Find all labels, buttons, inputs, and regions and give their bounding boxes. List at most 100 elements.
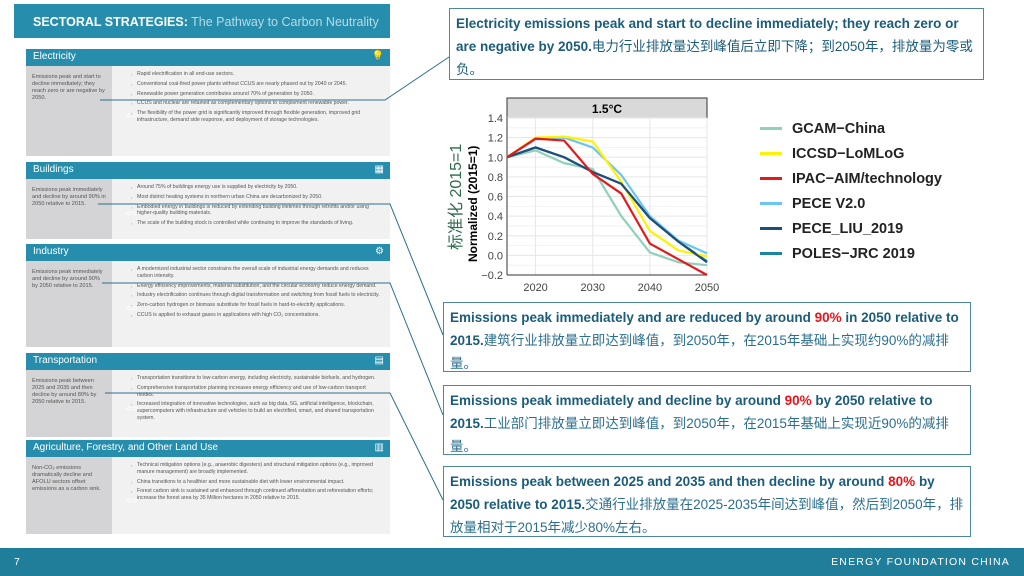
legend-swatch (760, 202, 782, 205)
callout-en2: by 2050 relative to 2015. (450, 393, 933, 431)
bullet: Transportation transitions to low-carbon… (131, 375, 380, 382)
sector-1: Buildings ▦ Emissions peak immediately an… (26, 162, 390, 239)
legend-item: IPAC−AIM/technology (760, 166, 942, 191)
xtick-label: 2040 (638, 282, 662, 294)
bullet: Forest carbon sink is sustained and enha… (131, 488, 380, 502)
sector-bullets: Around 75% of buildings energy use is su… (112, 179, 390, 239)
bullet: Technical mitigation options (e.g., anae… (131, 462, 380, 476)
legend-item: GCAM−China (760, 116, 942, 141)
ylabel-cn: 标准化 2015=1 (448, 143, 465, 250)
ytick-label: 0.6 (488, 192, 503, 204)
legend-label: PECE V2.0 (792, 195, 866, 212)
callout-en2: by 2050 relative to 2015. (450, 474, 935, 512)
header-subtitle: The Pathway to Carbon Neutrality (187, 15, 379, 29)
legend-item: PECE V2.0 (760, 191, 942, 216)
legend-swatch (760, 227, 782, 230)
legend-swatch (760, 252, 782, 255)
sector-4: Agriculture, Forestry, and Other Land Us… (26, 440, 390, 534)
building-icon: ▦ (374, 164, 384, 175)
bullet: Renewable power generation contributes a… (131, 91, 380, 98)
bullet: CCUS and nuclear are retained as complem… (131, 100, 380, 107)
sector-bullets: Transportation transitions to low-carbon… (112, 370, 390, 437)
sector-title: Transportation (33, 355, 98, 366)
legend-swatch (760, 177, 782, 180)
series-line-pece-liu-2019 (506, 146, 708, 264)
bullet: Conventional coal-fired power plants wit… (131, 81, 380, 88)
series-line-poles-jrc-2019 (506, 146, 708, 263)
connector-buildings (98, 203, 444, 336)
bullet: Rapid electrification in all end-use sec… (131, 71, 380, 78)
callout-en2: in 2050 relative to 2015. (450, 310, 959, 348)
bullet: China transitions to a healthier and mor… (131, 479, 380, 486)
callout-en: Emissions peak between 2025 and 2035 and… (450, 474, 889, 489)
bullet: Most district heating systems in norther… (131, 194, 380, 201)
sector-title: Agriculture, Forestry, and Other Land Us… (33, 442, 218, 453)
callout-en: Emissions peak immediately and decline b… (450, 393, 785, 408)
bullet: Increased integration of innovative tech… (131, 401, 380, 421)
bullet: The flexibility of the power grid is sig… (131, 110, 380, 124)
sector-0: Electricity 💡 Emissions peak and start to… (26, 49, 390, 156)
legend-label: GCAM−China (792, 120, 886, 137)
sector-summary: Emissions peak immediately and decline b… (26, 261, 112, 347)
series-line-ipac-aim-technology (506, 137, 708, 276)
legend-label: PECE_LIU_2019 (792, 220, 904, 237)
legend-label: IPAC−AIM/technology (792, 170, 942, 187)
bullet: Energy efficiency improvements, material… (131, 283, 380, 290)
xtick-label: 2050 (695, 282, 719, 294)
callout-cn: 工业部门排放量立即达到峰值，到2050年，在2015年基础上实现近90%的减排量… (450, 416, 949, 454)
xtick-label: 2030 (580, 282, 604, 294)
factory-icon: ⚙ (375, 246, 384, 257)
callout-en: Emissions peak immediately and are reduc… (450, 310, 815, 325)
ytick-label: 0.0 (488, 250, 503, 262)
series-line-gcam-china (506, 149, 708, 267)
bullet: CCUS is applied to exhaust gases in appl… (131, 312, 380, 319)
legend-label: ICCSD−LoMLoG (792, 145, 905, 162)
ytick-label: 1.4 (488, 113, 503, 125)
callout-cn: 交通行业排放量在2025-2035年间达到峰值，然后到2050年，排放量相对于2… (450, 497, 964, 535)
series-line-iccsd-lomlog (506, 135, 708, 258)
connector-industry (102, 282, 444, 416)
callout-pct: 90% (784, 393, 812, 408)
ytick-label: 1.0 (488, 152, 503, 164)
page-number: 7 (14, 556, 20, 568)
sector-summary: Emissions peak immediately and decline b… (26, 179, 112, 239)
vehicle-icon: ▤ (374, 355, 384, 366)
sector-title: Industry (33, 246, 69, 257)
chart-legend: GCAM−China ICCSD−LoMLoG IPAC−AIM/technolog… (760, 116, 942, 266)
ytick-label: 0.4 (488, 211, 503, 223)
sector-title-bar: Transportation ▤ (26, 353, 390, 370)
forest-icon: ▥ (374, 442, 384, 453)
ylabel: Normalized (2015=1) (466, 145, 480, 262)
bullet: The scale of the building stock is contr… (131, 220, 380, 227)
lightbulb-icon: 💡 (371, 51, 384, 62)
sector-title: Electricity (33, 51, 76, 62)
sector-title: Buildings (33, 164, 74, 175)
callout-industry: Emissions peak immediately and decline b… (443, 385, 971, 455)
sector-3: Transportation ▤ Emissions peak between 2… (26, 353, 390, 437)
bullet: Industry electrification continues throu… (131, 292, 380, 299)
bullet: Zero-carbon hydrogen or biomass substitu… (131, 302, 380, 309)
ytick-label: −0.2 (481, 270, 503, 282)
bullet: Comprehensive transportation planning in… (131, 385, 380, 399)
sector-summary: Non-CO₂ emissions dramatically decline a… (26, 457, 112, 534)
legend-item: ICCSD−LoMLoG (760, 141, 942, 166)
sector-summary: Emissions peak and start to decline imme… (26, 66, 112, 156)
bullet: Around 75% of buildings energy use is su… (131, 184, 380, 191)
sector-bullets: Rapid electrification in all end-use sec… (112, 66, 390, 156)
sector-title-bar: Buildings ▦ (26, 162, 390, 179)
sector-2: Industry ⚙ Emissions peak immediately and… (26, 244, 390, 347)
ytick-label: 0.8 (488, 172, 503, 184)
sector-title-bar: Industry ⚙ (26, 244, 390, 261)
ytick-label: 1.2 (488, 133, 503, 145)
callout-buildings: Emissions peak immediately and are reduc… (443, 302, 971, 372)
footer-org: ENERGY FOUNDATION CHINA (831, 556, 1010, 568)
header-title: SECTORAL STRATEGIES: (33, 15, 188, 29)
facet-title: 1.5°C (592, 102, 622, 116)
callout-pct: 80% (888, 474, 916, 489)
sector-summary: Emissions peak between 2025 and 2035 and… (26, 370, 112, 437)
legend-label: POLES−JRC 2019 (792, 245, 915, 262)
sector-title-bar: Agriculture, Forestry, and Other Land Us… (26, 440, 390, 457)
callout-en: Electricity emissions peak and start to … (456, 16, 959, 54)
ytick-label: 0.2 (488, 231, 503, 243)
